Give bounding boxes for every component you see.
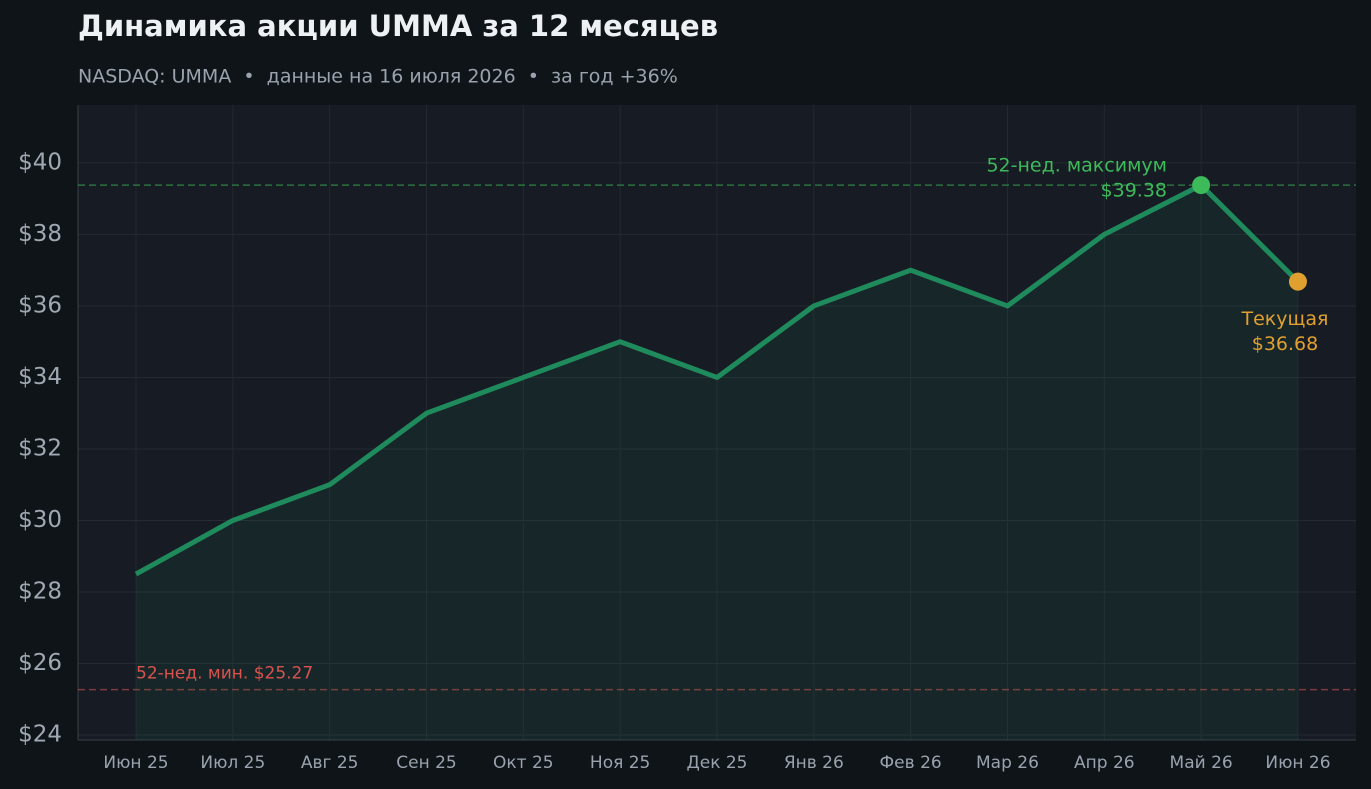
- current-marker: [1288, 272, 1307, 291]
- y-tick-label: $32: [18, 435, 62, 461]
- x-tick-label: Сен 25: [396, 753, 456, 773]
- x-tick-label: Янв 26: [784, 753, 844, 773]
- y-tick-label: $36: [18, 292, 62, 318]
- high-value-label: $39.38: [1101, 180, 1167, 202]
- y-tick-label: $40: [18, 149, 62, 175]
- x-tick-label: Дек 25: [686, 753, 747, 773]
- x-tick-label: Июн 25: [103, 753, 168, 773]
- current-value-label: $36.68: [1252, 333, 1318, 355]
- high-marker: [1192, 176, 1211, 195]
- x-tick-label: Фев 26: [880, 753, 942, 773]
- chart-title: Динамика акции UMMA за 12 месяцев: [78, 9, 718, 43]
- y-tick-label: $34: [18, 364, 62, 390]
- x-tick-label: Окт 25: [493, 753, 554, 773]
- x-tick-label: Июн 26: [1265, 753, 1330, 773]
- y-tick-label: $30: [18, 507, 62, 533]
- x-tick-label: Апр 26: [1074, 753, 1135, 773]
- line: [134, 182, 1300, 577]
- y-tick-label: $24: [18, 721, 62, 747]
- current-label: Текущая: [1241, 308, 1329, 330]
- chart-subtitle: NASDAQ: UMMA • данные на 16 июля 2026 • …: [78, 66, 678, 88]
- area: [136, 185, 1298, 740]
- high-label: 52-нед. максимум: [986, 155, 1167, 177]
- x-tick-label: Мар 26: [976, 753, 1039, 773]
- low-label: 52-нед. мин. $25.27: [136, 664, 313, 684]
- y-tick-label: $38: [18, 221, 62, 247]
- y-tick-label: $28: [18, 578, 62, 604]
- x-tick-label: Июл 25: [200, 753, 265, 773]
- x-tick-label: Авг 25: [301, 753, 359, 773]
- y-tick-label: $26: [18, 650, 62, 676]
- x-tick-label: Май 26: [1170, 753, 1233, 773]
- x-tick-label: Ноя 25: [590, 753, 650, 773]
